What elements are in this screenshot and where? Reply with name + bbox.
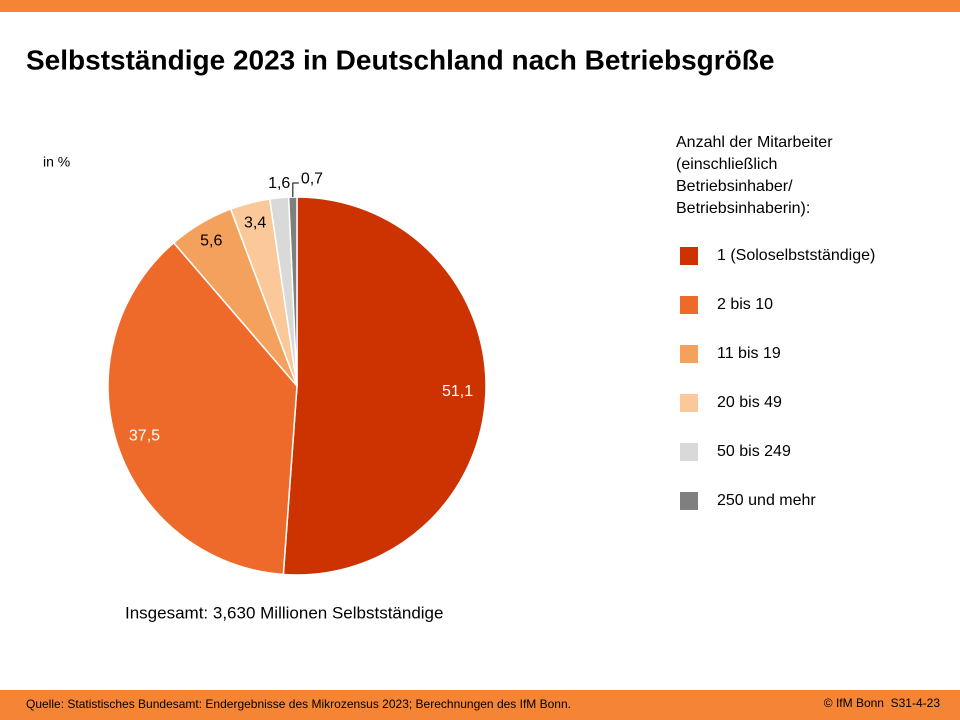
legend-swatch: [680, 247, 698, 265]
data-label: 51,1: [442, 383, 473, 400]
data-label: 3,4: [244, 214, 266, 231]
legend-label: 11 bis 19: [717, 345, 781, 362]
note: Insgesamt: 3,630 Millionen Selbstständig…: [125, 603, 443, 622]
legend-label: 50 bis 249: [717, 443, 791, 460]
legend-label: 20 bis 49: [717, 394, 782, 411]
legend-swatch: [680, 296, 698, 314]
legend-title: Betriebsinhaberin):: [676, 200, 810, 217]
legend-label: 1 (Soloselbstständige): [717, 247, 875, 264]
legend-title: Anzahl der Mitarbeiter: [676, 134, 833, 151]
legend-title: Betriebsinhaber/: [676, 178, 793, 195]
pie-slice: [282, 196, 487, 576]
legend-swatch: [680, 443, 698, 461]
legend-label: 250 und mehr: [717, 492, 816, 509]
unit-label: in %: [43, 154, 70, 170]
top-bar: [0, 0, 960, 12]
legend-swatch: [680, 492, 698, 510]
legend-swatch: [680, 394, 698, 412]
footer-bar: [0, 690, 960, 720]
data-label: 0,7: [301, 170, 323, 187]
chart-title: Selbstständige 2023 in Deutschland nach …: [26, 44, 774, 75]
legend-swatch: [680, 345, 698, 363]
pie-slice: [107, 241, 298, 576]
data-label: 1,6: [268, 175, 290, 192]
source: Quelle: Statistisches Bundesamt: Enderge…: [26, 697, 571, 711]
data-label: 5,6: [200, 232, 222, 249]
legend-title: (einschließlich: [676, 156, 777, 173]
leader-line: [292, 182, 299, 198]
data-label: 37,5: [129, 428, 160, 445]
legend-label: 2 bis 10: [717, 296, 773, 313]
credit: © IfM Bonn S31-4-23: [824, 696, 941, 710]
